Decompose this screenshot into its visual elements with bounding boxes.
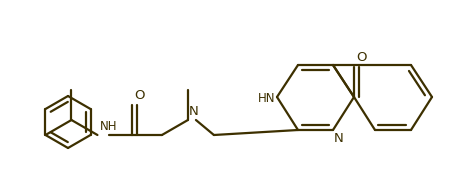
Text: N: N <box>189 105 199 118</box>
Text: HN: HN <box>257 92 275 104</box>
Text: O: O <box>134 89 144 102</box>
Text: O: O <box>356 51 367 64</box>
Text: N: N <box>334 132 344 145</box>
Text: NH: NH <box>100 120 117 133</box>
